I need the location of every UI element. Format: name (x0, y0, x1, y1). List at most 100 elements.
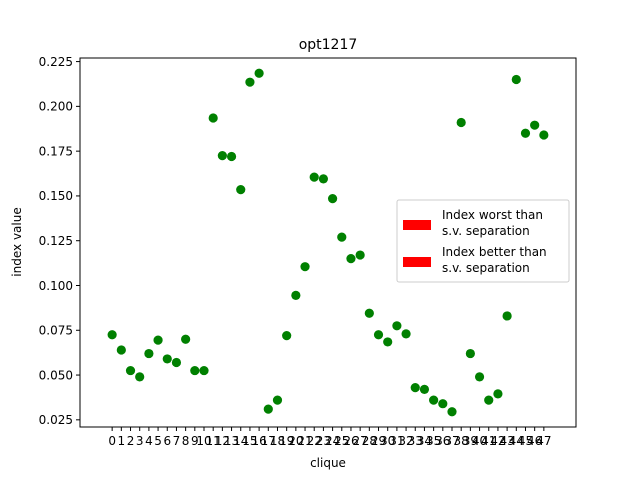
data-point-8 (181, 334, 191, 344)
legend-label-worst-line2: s.v. separation (442, 224, 530, 238)
x-tick-label: 41 (481, 434, 496, 448)
y-axis-label: index value (10, 207, 24, 276)
x-tick-label: 9 (191, 434, 199, 448)
x-tick-label: 3 (136, 434, 144, 448)
x-tick-label: 32 (398, 434, 413, 448)
x-tick-label: 8 (182, 434, 190, 448)
y-tick-label: 0.150 (39, 189, 73, 203)
x-tick-label: 4 (145, 434, 153, 448)
x-tick-label: 46 (527, 434, 542, 448)
x-tick-label: 7 (173, 434, 181, 448)
data-point-16 (254, 68, 264, 78)
x-tick-label: 36 (435, 434, 450, 448)
data-point-6 (162, 354, 172, 364)
x-tick-label: 40 (472, 434, 487, 448)
data-point-4 (144, 348, 154, 359)
x-axis-label: clique (310, 456, 346, 470)
data-point-12 (217, 151, 227, 161)
data-point-10 (199, 365, 209, 376)
chart-title: opt1217 (299, 37, 358, 53)
data-point-26 (346, 254, 356, 264)
legend-label-worst-line1: Index worst than (442, 208, 543, 222)
x-tick-label: 11 (206, 434, 221, 448)
data-point-5 (153, 335, 163, 345)
data-point-17 (263, 404, 273, 414)
data-point-18 (272, 395, 283, 405)
data-point-33 (410, 382, 420, 393)
x-tick-label: 37 (444, 434, 459, 448)
legend-box (396, 199, 570, 283)
x-tick-label: 0 (108, 434, 116, 448)
data-point-22 (309, 172, 319, 182)
x-tick-label: 18 (270, 434, 285, 448)
data-point-19 (282, 331, 292, 341)
y-tick-label: 0.050 (39, 368, 73, 382)
data-point-0 (107, 330, 117, 340)
x-tick-label: 33 (408, 434, 423, 448)
data-point-31 (392, 321, 402, 331)
x-tick-label: 5 (154, 434, 162, 448)
data-point-42 (493, 389, 503, 399)
x-tick-label: 12 (215, 434, 230, 448)
y-tick-label: 0.075 (39, 324, 73, 338)
legend-label-better-line2: s.v. separation (442, 261, 530, 275)
data-point-38 (456, 117, 466, 128)
x-tick-label: 21 (297, 434, 312, 448)
x-tick-label: 17 (261, 434, 276, 448)
data-point-39 (465, 348, 475, 359)
data-point-15 (245, 77, 255, 87)
data-point-1 (116, 345, 126, 355)
data-point-25 (337, 232, 347, 242)
legend-swatch-worst (403, 220, 431, 230)
data-point-27 (355, 250, 365, 260)
y-axis-ticks: 0.025 0.050 0.075 0.100 0.125 0.150 0.175 0.200… (39, 55, 80, 427)
data-point-7 (171, 357, 182, 368)
x-tick-label: 14 (233, 434, 248, 448)
data-point-21 (300, 262, 310, 272)
x-tick-label: 28 (362, 434, 377, 448)
data-points (107, 68, 549, 417)
x-tick-label: 43 (499, 434, 514, 448)
x-tick-label: 1 (118, 434, 126, 448)
x-tick-label: 45 (518, 434, 533, 448)
y-tick-label: 0.125 (39, 234, 73, 248)
data-point-3 (135, 372, 145, 382)
y-tick-label: 0.200 (39, 100, 73, 114)
x-tick-label: 27 (353, 434, 368, 448)
data-point-40 (474, 372, 485, 382)
data-point-24 (327, 194, 338, 204)
x-tick-label: 15 (242, 434, 257, 448)
x-tick-label: 34 (417, 434, 432, 448)
x-tick-label: 31 (389, 434, 404, 448)
data-point-2 (125, 365, 136, 376)
data-point-34 (419, 384, 430, 394)
legend: Index worst than s.v. separation Index b… (396, 199, 570, 283)
data-point-35 (429, 395, 439, 405)
x-tick-label: 42 (490, 434, 505, 448)
data-point-14 (236, 185, 246, 195)
x-tick-label: 23 (316, 434, 331, 448)
x-tick-label: 39 (463, 434, 478, 448)
y-tick-label: 0.225 (39, 55, 73, 69)
x-tick-label: 44 (509, 434, 524, 448)
x-tick-label: 25 (334, 434, 349, 448)
data-point-36 (438, 399, 448, 409)
data-point-11 (208, 113, 218, 123)
data-point-46 (530, 120, 540, 130)
data-point-20 (291, 290, 301, 300)
data-point-23 (318, 174, 329, 184)
data-point-41 (484, 395, 494, 405)
x-tick-label: 22 (307, 434, 322, 448)
plot-frame (79, 57, 577, 428)
y-tick-label: 0.100 (39, 279, 73, 293)
x-axis-ticks: 0 1 2 3 4 5 6 7 8 9101112131415161718192021222324… (108, 427, 551, 448)
data-point-47 (539, 130, 549, 140)
data-point-32 (401, 329, 411, 339)
x-tick-label: 16 (251, 434, 266, 448)
x-tick-label: 6 (163, 434, 171, 448)
y-tick-label: 0.025 (39, 413, 73, 427)
x-tick-label: 2 (127, 434, 135, 448)
data-point-44 (511, 74, 521, 85)
y-tick-label: 0.175 (39, 144, 73, 158)
